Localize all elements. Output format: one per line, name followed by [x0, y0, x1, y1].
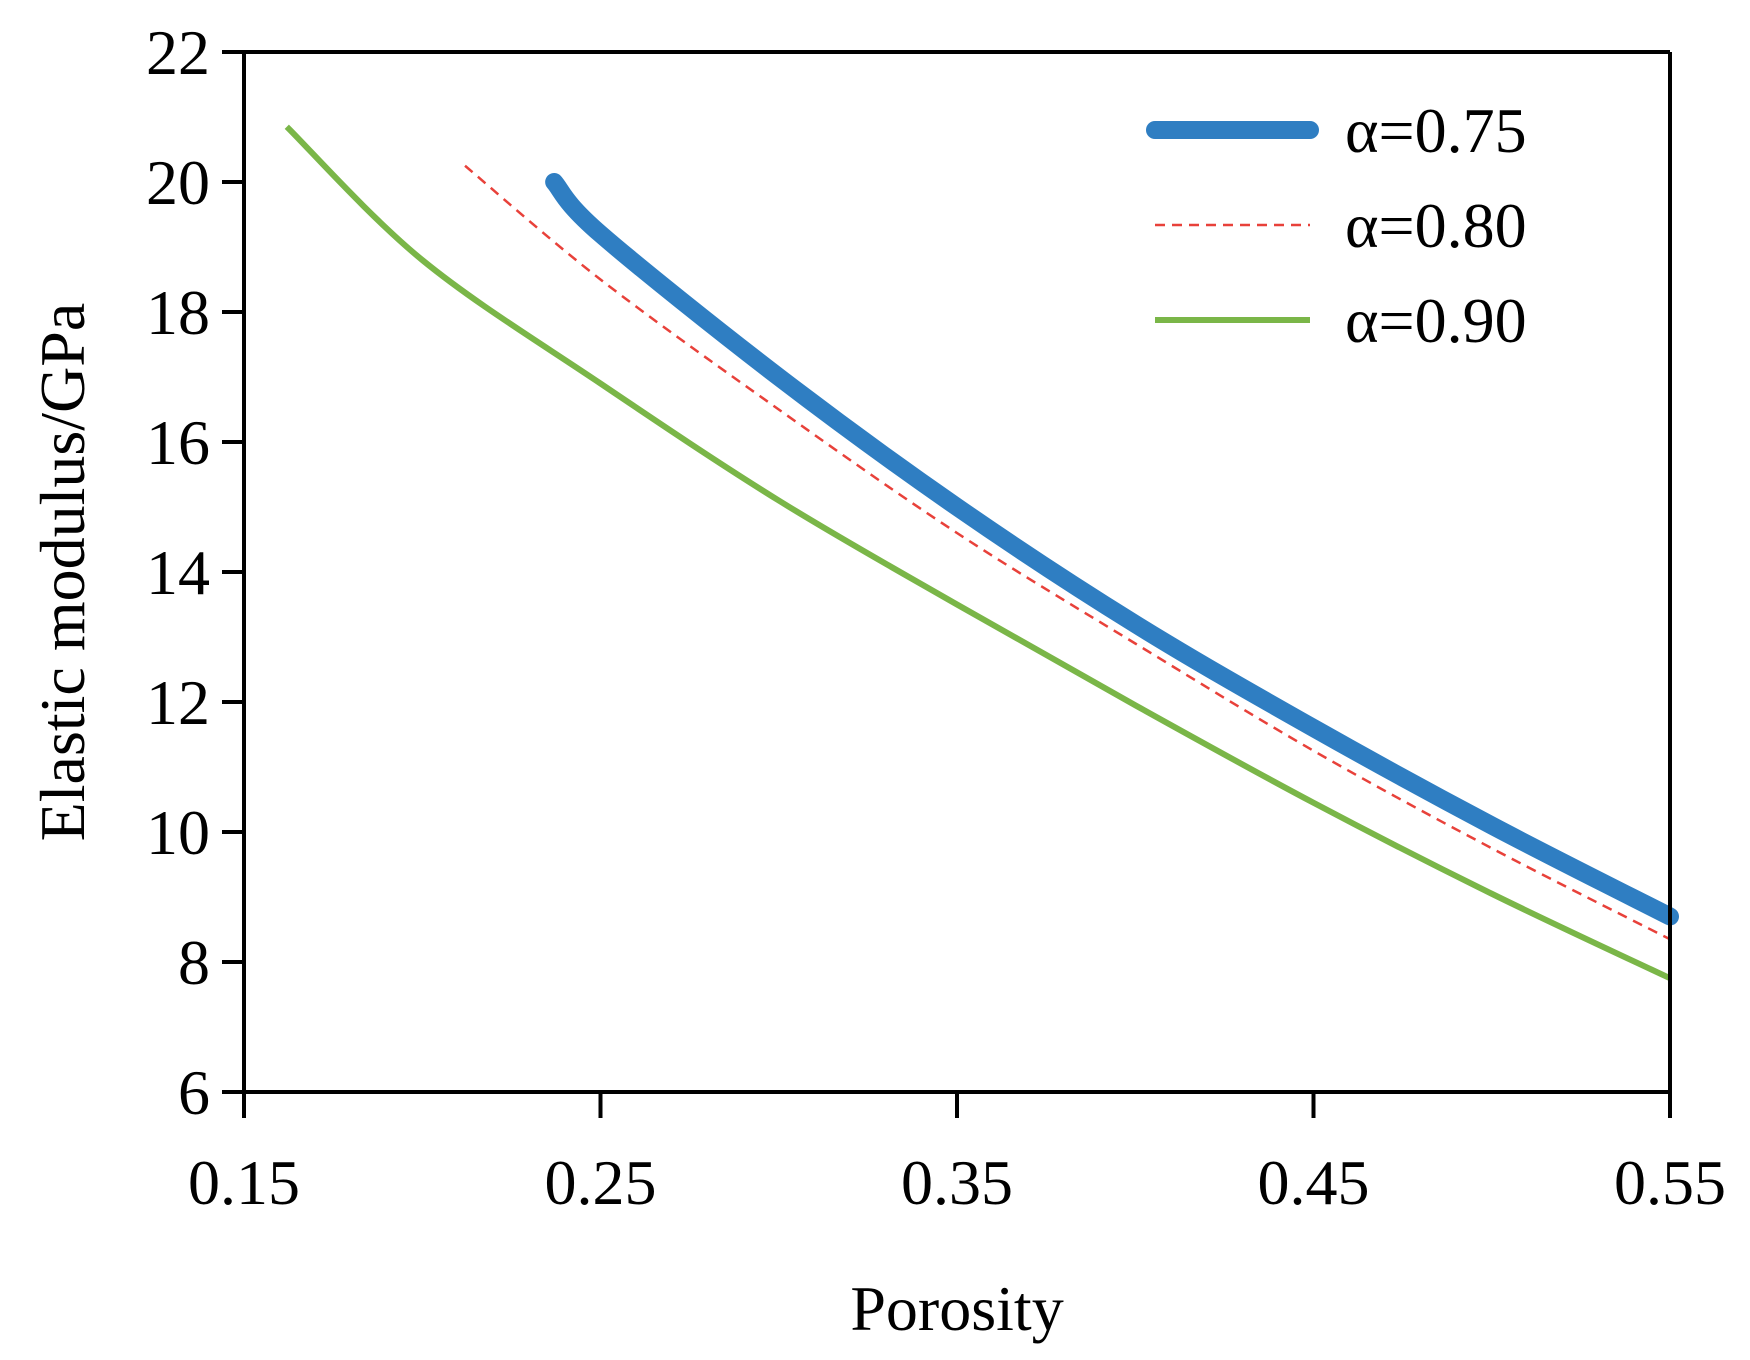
- plot-series: [284, 124, 1679, 981]
- y-tick-label: 20: [146, 147, 210, 218]
- x-ticks: 0.15 0.25 0.35 0.45 0.55: [188, 1092, 1726, 1218]
- x-tick-label: 0.45: [1258, 1147, 1370, 1218]
- legend-label-3: α=0.90: [1345, 285, 1527, 356]
- legend: α=0.75 α=0.80 α=0.90: [1146, 95, 1527, 356]
- y-ticks: 6 8 10 12 14 16 18 20 22: [146, 17, 244, 1128]
- y-tick-label: 8: [178, 927, 210, 998]
- y-tick-label: 18: [146, 277, 210, 348]
- legend-label-1: α=0.75: [1345, 95, 1527, 166]
- series-line-1: [545, 173, 1679, 926]
- y-tick-label: 22: [146, 17, 210, 88]
- x-tick-label: 0.55: [1614, 1147, 1726, 1218]
- x-tick-label: 0.25: [545, 1147, 657, 1218]
- y-tick-label: 14: [146, 537, 210, 608]
- series-line-2: [464, 164, 1671, 941]
- series-line-3: [284, 124, 1672, 981]
- y-tick-label: 6: [178, 1057, 210, 1128]
- y-tick-label: 12: [146, 667, 210, 738]
- y-tick-label: 10: [146, 797, 210, 868]
- x-tick-label: 0.15: [188, 1147, 300, 1218]
- x-axis-title: Porosity: [850, 1273, 1063, 1344]
- y-tick-label: 16: [146, 407, 210, 478]
- x-tick-label: 0.35: [901, 1147, 1013, 1218]
- legend-label-2: α=0.80: [1345, 190, 1527, 261]
- y-axis-title: Elastic modulus/GPa: [27, 303, 98, 842]
